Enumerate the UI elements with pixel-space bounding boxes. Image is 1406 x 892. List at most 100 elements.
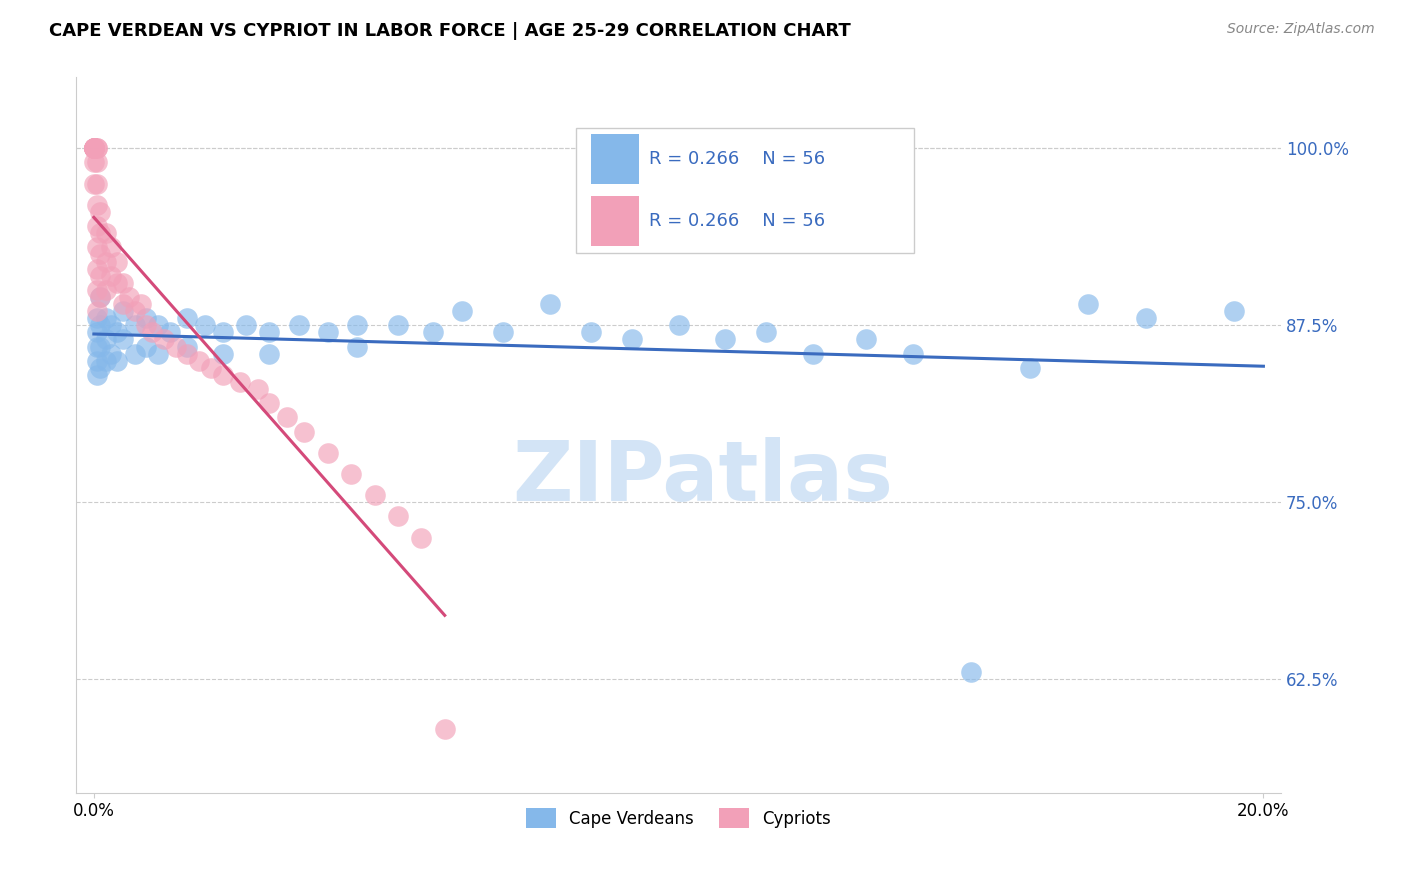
Point — [668, 318, 690, 333]
Point — [1135, 311, 1157, 326]
Point — [100, 268, 122, 283]
Point — [86, 177, 108, 191]
Point — [86, 261, 108, 276]
Point — [346, 318, 368, 333]
Point — [89, 226, 111, 240]
Text: CAPE VERDEAN VS CYPRIOT IN LABOR FORCE | AGE 25-29 CORRELATION CHART: CAPE VERDEAN VS CYPRIOT IN LABOR FORCE |… — [49, 22, 851, 40]
Point — [86, 353, 108, 368]
Point — [83, 141, 105, 155]
Point — [89, 247, 111, 261]
FancyBboxPatch shape — [591, 196, 638, 246]
Point — [94, 226, 117, 240]
Point — [259, 396, 281, 410]
Point — [340, 467, 363, 481]
Point — [1018, 360, 1040, 375]
Point — [86, 198, 108, 212]
Point — [194, 318, 217, 333]
Point — [112, 333, 135, 347]
Text: Source: ZipAtlas.com: Source: ZipAtlas.com — [1227, 22, 1375, 37]
Point — [89, 360, 111, 375]
Point — [89, 290, 111, 304]
Point — [135, 318, 157, 333]
Point — [86, 326, 108, 340]
Point — [112, 304, 135, 318]
Point — [86, 219, 108, 234]
Point — [292, 425, 315, 439]
Point — [316, 326, 339, 340]
Point — [124, 346, 146, 360]
Point — [579, 326, 602, 340]
Point — [620, 333, 643, 347]
Point — [176, 339, 198, 353]
Point — [259, 326, 281, 340]
Point — [105, 353, 128, 368]
Point — [200, 360, 222, 375]
Point — [89, 318, 111, 333]
Point — [118, 290, 141, 304]
Point — [124, 318, 146, 333]
Point — [387, 318, 409, 333]
Point — [105, 254, 128, 268]
Point — [135, 311, 157, 326]
Point — [86, 368, 108, 382]
Point — [83, 141, 105, 155]
Point — [100, 346, 122, 360]
Point — [83, 141, 105, 155]
Point — [83, 155, 105, 169]
Point — [100, 240, 122, 254]
Point — [411, 531, 433, 545]
Text: R = 0.266    N = 56: R = 0.266 N = 56 — [648, 150, 825, 168]
Point — [86, 155, 108, 169]
Point — [135, 339, 157, 353]
Point — [153, 333, 176, 347]
Legend: Cape Verdeans, Cypriots: Cape Verdeans, Cypriots — [519, 802, 838, 834]
Point — [105, 326, 128, 340]
Point — [433, 722, 456, 736]
Point — [855, 333, 877, 347]
Point — [83, 141, 105, 155]
Point — [235, 318, 257, 333]
Point — [89, 205, 111, 219]
FancyBboxPatch shape — [591, 134, 638, 184]
Point — [141, 326, 163, 340]
Point — [94, 353, 117, 368]
Point — [86, 141, 108, 155]
Point — [211, 326, 233, 340]
Point — [112, 276, 135, 290]
Point — [124, 304, 146, 318]
Point — [211, 368, 233, 382]
Point — [188, 353, 211, 368]
Point — [86, 339, 108, 353]
Point — [176, 346, 198, 360]
Point — [451, 304, 474, 318]
Point — [276, 410, 298, 425]
Point — [83, 141, 105, 155]
Point — [94, 254, 117, 268]
Point — [801, 346, 824, 360]
Point — [176, 311, 198, 326]
Point — [246, 382, 269, 396]
Point — [89, 290, 111, 304]
Point — [89, 268, 111, 283]
Point — [346, 339, 368, 353]
Point — [387, 509, 409, 524]
Point — [83, 141, 105, 155]
Point — [129, 297, 152, 311]
Point — [1223, 304, 1246, 318]
Point — [259, 346, 281, 360]
Point — [86, 311, 108, 326]
Text: ZIPatlas: ZIPatlas — [512, 437, 893, 518]
Point — [901, 346, 924, 360]
Point — [94, 333, 117, 347]
Point — [148, 346, 170, 360]
Point — [112, 297, 135, 311]
Point — [755, 326, 778, 340]
Point — [1077, 297, 1099, 311]
Point — [86, 240, 108, 254]
Point — [89, 339, 111, 353]
Point — [229, 375, 252, 389]
Text: R = 0.266    N = 56: R = 0.266 N = 56 — [648, 212, 825, 230]
Point — [83, 141, 105, 155]
Point — [86, 283, 108, 297]
Point — [538, 297, 561, 311]
